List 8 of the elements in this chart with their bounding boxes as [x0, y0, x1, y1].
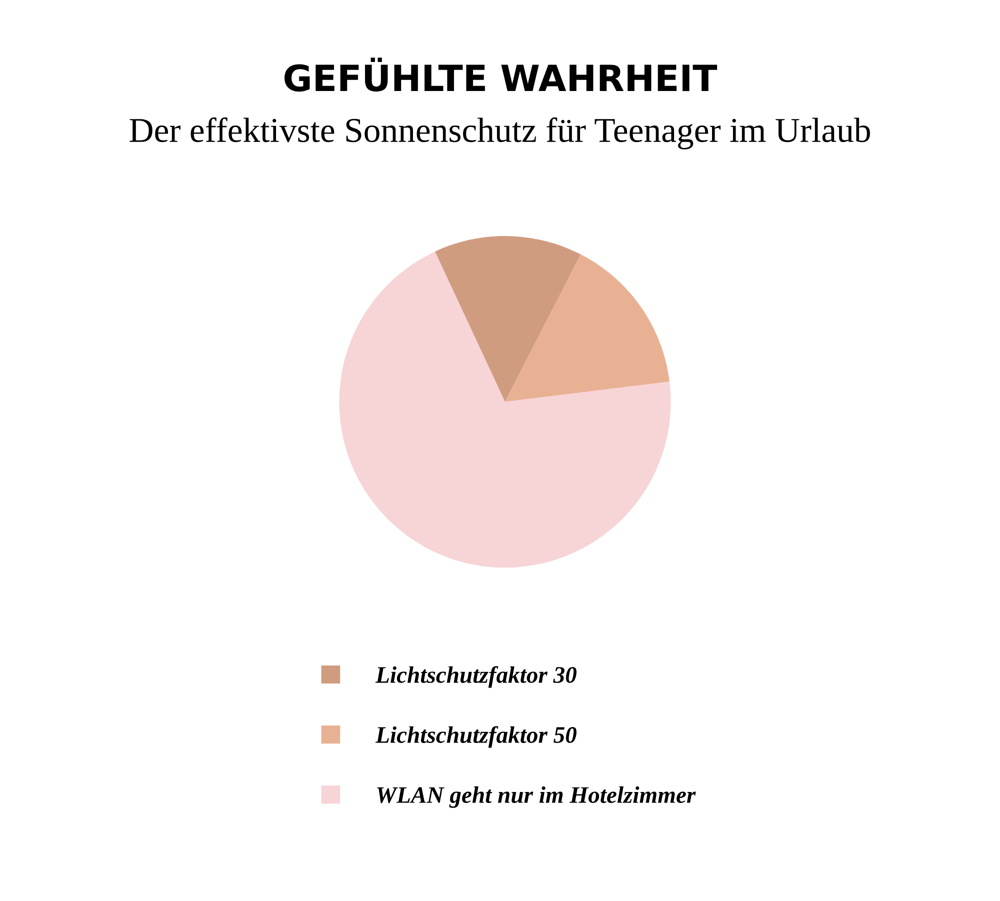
legend-label: WLAN geht nur im Hotelzimmer [377, 786, 696, 808]
legend-label: Lichtschutzfaktor 50 [375, 726, 577, 748]
legend-label: Lichtschutzfaktor 30 [375, 666, 577, 688]
pie-slice [434, 236, 581, 402]
chart-subtitle: Der effektivste Sonnenschutz für Teenager im Urlaub [130, 117, 870, 150]
pie-slice [505, 254, 670, 402]
pie-slice [339, 252, 671, 568]
chart-title: GEFÜHLTE WAHRHEIT [284, 58, 718, 92]
